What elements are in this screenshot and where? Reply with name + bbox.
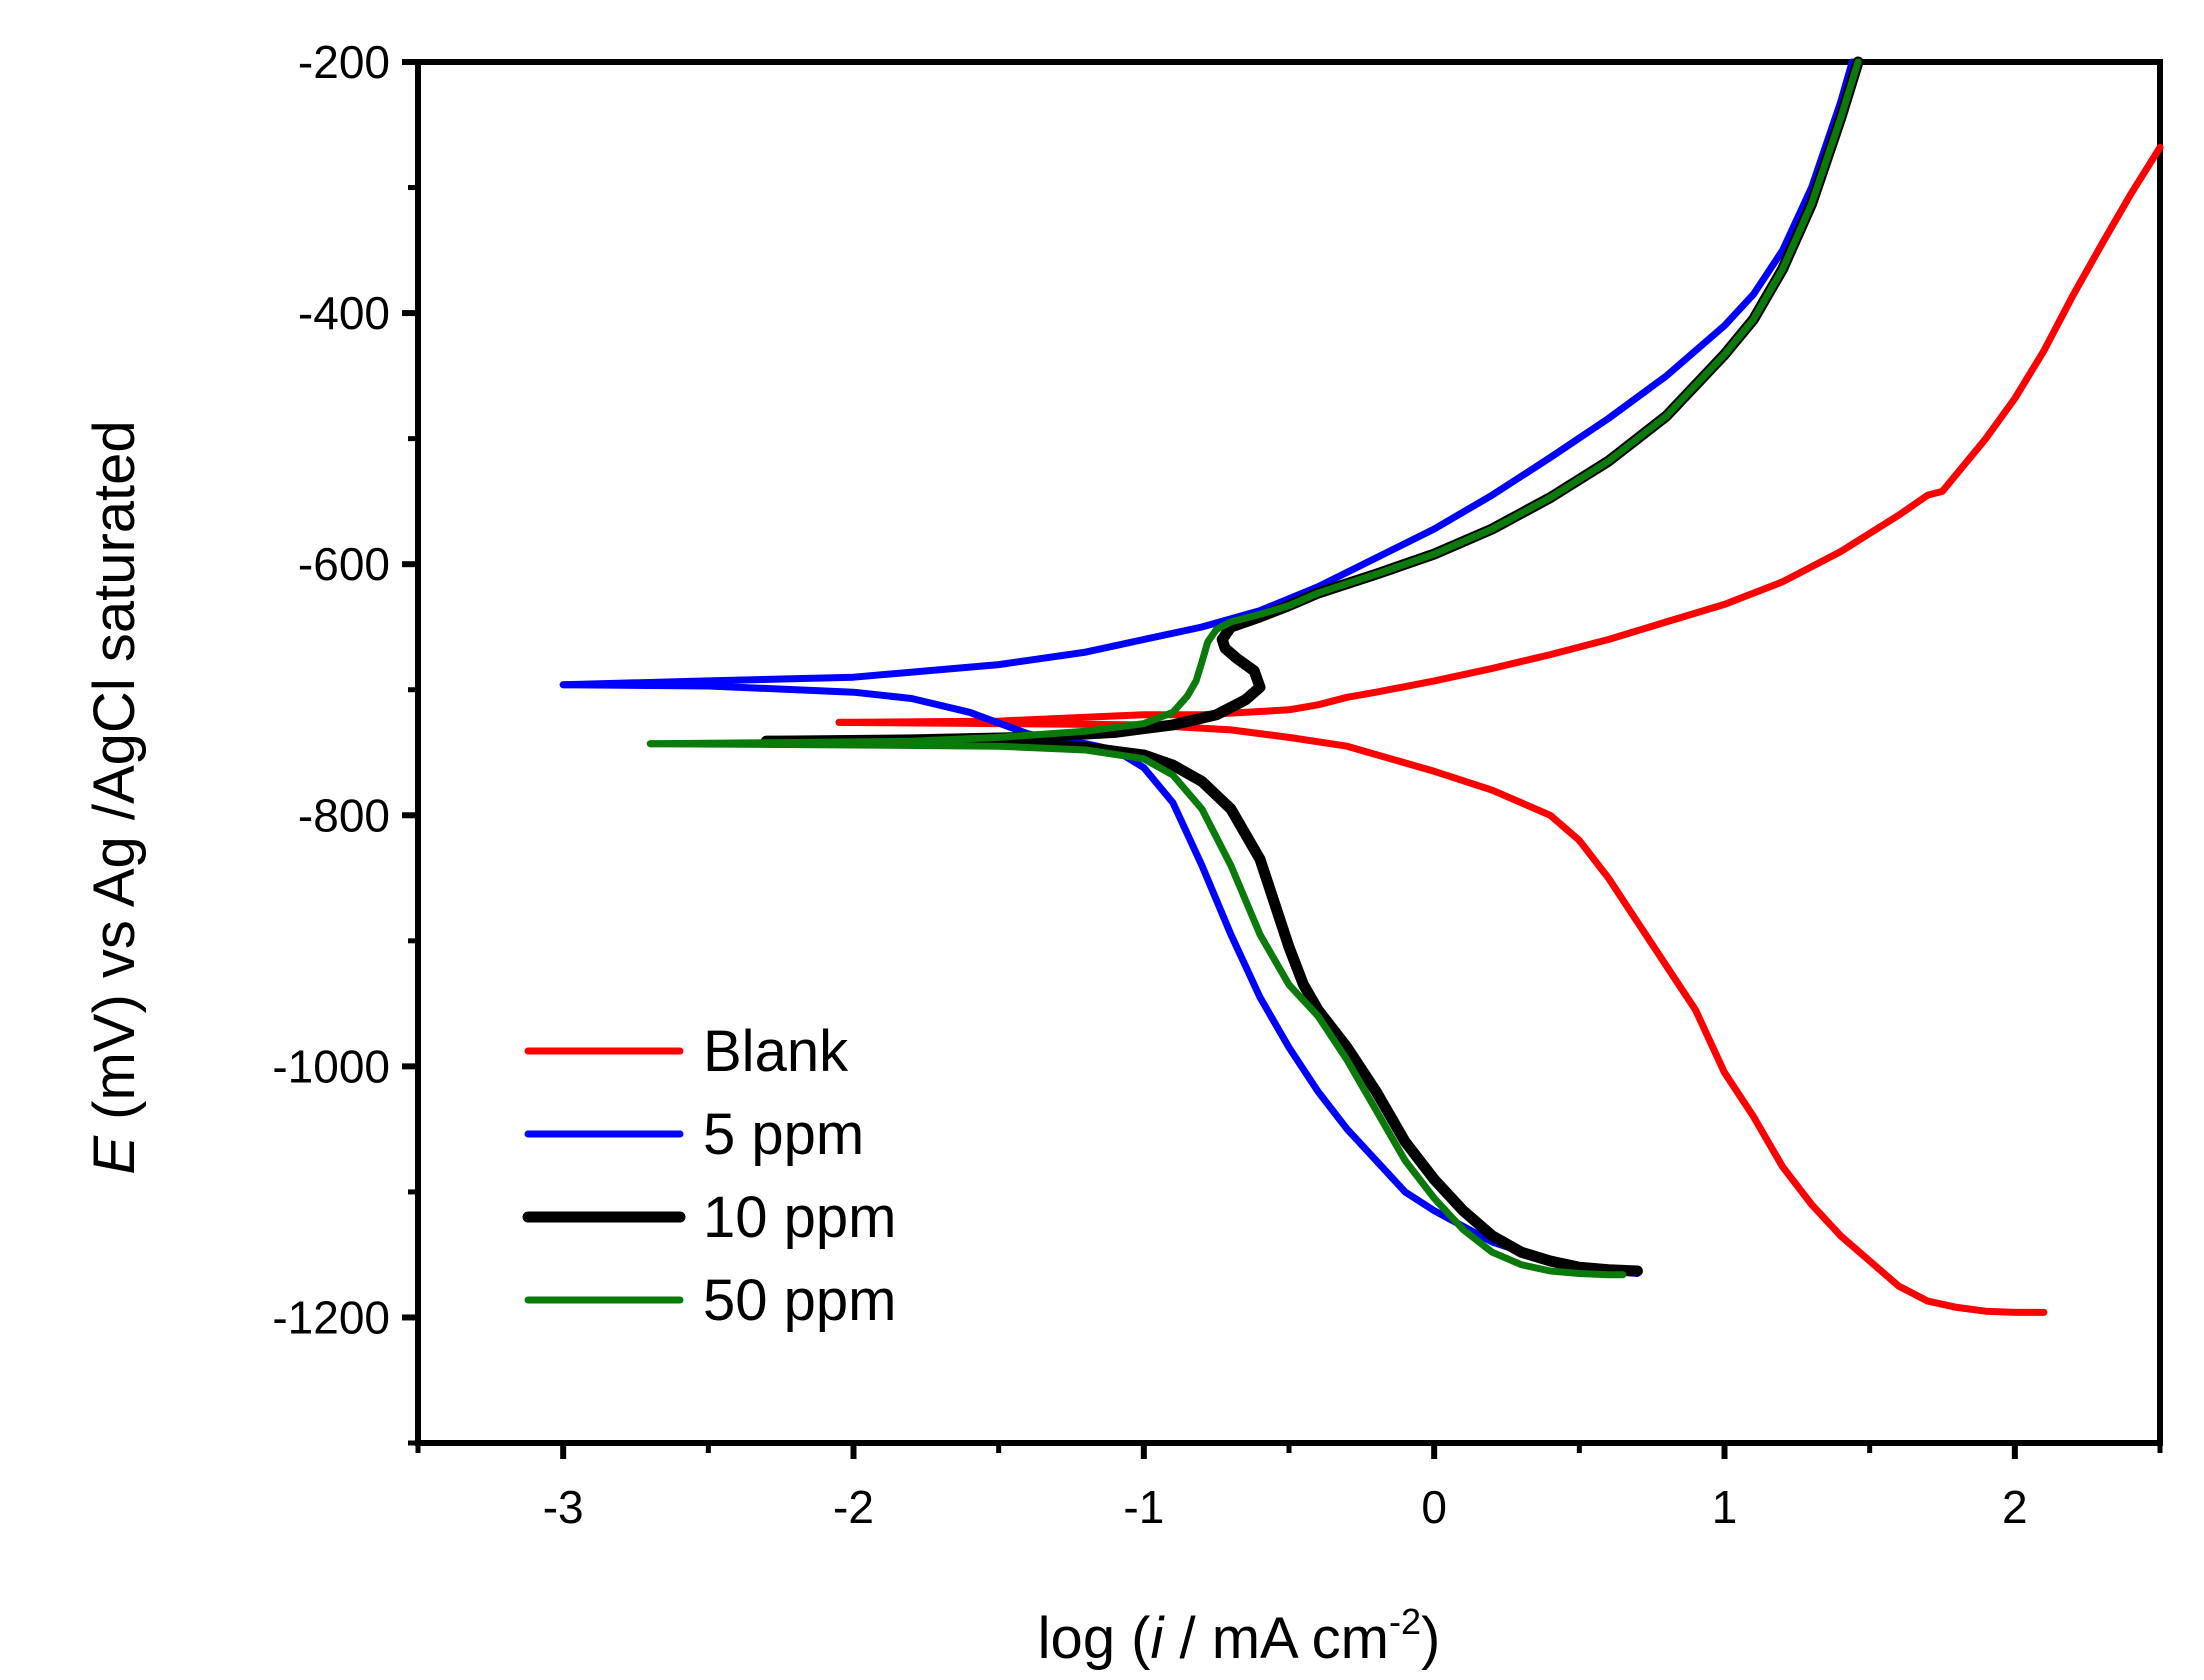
series-blank-cathodic-line xyxy=(835,718,2048,1316)
y-tick-label-0: -200 xyxy=(298,36,390,88)
legend: Blank 5 ppm 10 ppm 50 ppm xyxy=(522,1019,896,1333)
x-axis-title-suffix: / mA cm xyxy=(1163,1606,1389,1671)
legend-label-10-ppm: 10 ppm xyxy=(703,1185,896,1250)
series-10-ppm-cathodic-line xyxy=(760,735,1643,1277)
y-tick-label-1: -400 xyxy=(298,287,390,339)
series-50-ppm-anodic-line xyxy=(646,58,1862,748)
x-tick-label-3: 0 xyxy=(1421,1481,1447,1533)
series-5-ppm-anodic-line xyxy=(559,58,1856,689)
legend-label-5-ppm: 5 ppm xyxy=(703,1102,864,1167)
series-50-ppm-cathodic-line xyxy=(646,740,1627,1279)
y-axis-title: E (mV) vs Ag /AgCl saturated xyxy=(82,420,147,1174)
x-axis-title: log (i / mA cm-2) xyxy=(1038,1601,1441,1671)
plot-frame xyxy=(415,59,2163,1446)
y-tick-label-4: -1000 xyxy=(272,1040,390,1092)
series-lines xyxy=(559,56,2164,1316)
x-tick-label-1: -2 xyxy=(833,1481,874,1533)
x-axis-title-superscript: -2 xyxy=(1389,1601,1421,1642)
y-axis-title-italic: E xyxy=(82,1135,147,1175)
x-tick-label-4: 1 xyxy=(1712,1481,1738,1533)
series-5-ppm-cathodic-line xyxy=(559,681,1641,1277)
series-blank-anodic-line xyxy=(835,143,2164,726)
x-axis-title-prefix: log ( xyxy=(1038,1606,1151,1671)
x-axis-title-italic: i xyxy=(1151,1606,1166,1671)
y-tick-label-3: -800 xyxy=(298,789,390,841)
y-axis-title-rest: (mV) vs Ag /AgCl saturated xyxy=(82,420,147,1136)
y-tick-label-5: -1200 xyxy=(272,1291,390,1343)
x-tick-label-5: 2 xyxy=(2002,1481,2028,1533)
x-axis-title-close: ) xyxy=(1421,1606,1440,1671)
x-tick-label-0: -3 xyxy=(543,1481,584,1533)
series-10-ppm-anodic-line xyxy=(760,56,1864,747)
legend-label-blank: Blank xyxy=(703,1019,849,1084)
axes: -3 -2 -1 0 1 2 -200 -400 -600 -800 -1000 -1200 xyxy=(272,36,2163,1533)
x-tick-label-2: -1 xyxy=(1123,1481,1164,1533)
y-tick-label-2: -600 xyxy=(298,538,390,590)
legend-label-50-ppm: 50 ppm xyxy=(703,1268,896,1333)
